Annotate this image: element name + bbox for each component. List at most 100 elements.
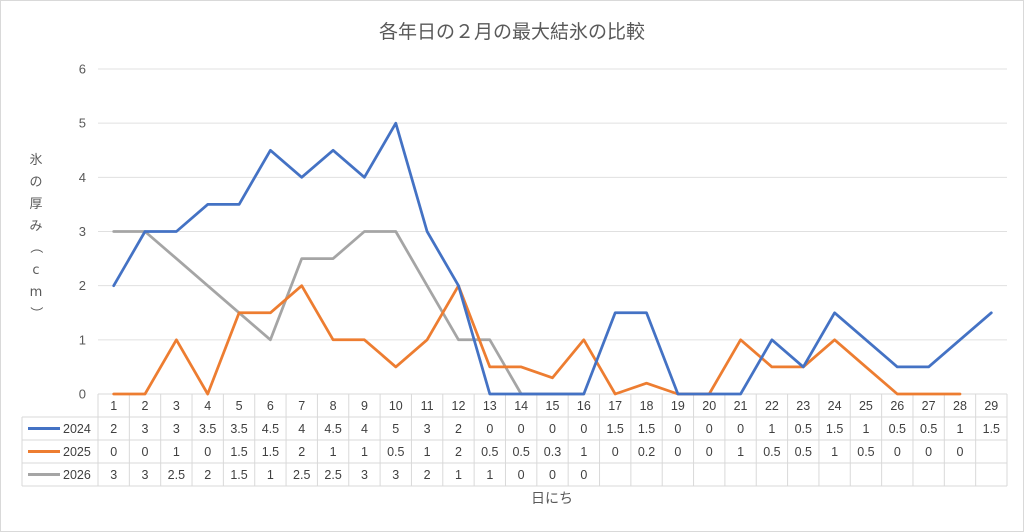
table-cell: 0.5 [763,445,780,459]
table-cell: 0 [518,422,525,436]
y-tick-label: 1 [79,332,86,347]
legend-entry: 2025 [63,445,91,459]
x-tick-label: 4 [204,399,211,413]
table-cell: 0 [674,422,681,436]
table-cell: 3 [142,468,149,482]
table-cell: 0.5 [795,422,812,436]
y-axis-label-char: 氷 [29,153,42,168]
series-line-2024 [112,121,993,396]
table-cell: 0.2 [638,445,655,459]
x-tick-label: 22 [765,399,779,413]
x-tick-label: 21 [734,399,748,413]
table-cell: 0 [674,445,681,459]
table-cell: 0 [142,445,149,459]
x-tick-label: 29 [984,399,998,413]
table-cell: 4 [361,422,368,436]
table-cell: 1 [361,445,368,459]
x-tick-label: 2 [142,399,149,413]
table-cell: 0 [110,445,117,459]
series-line-2025 [112,284,962,396]
table-cell: 0 [518,468,525,482]
y-axis-label-char: c [32,263,39,278]
table-cell: 4 [298,422,305,436]
x-tick-label: 6 [267,399,274,413]
x-tick-label: 10 [389,399,403,413]
x-tick-label: 13 [483,399,497,413]
table-cell: 3 [392,468,399,482]
table-cell: 1.5 [262,445,279,459]
x-tick-label: 14 [514,399,528,413]
x-tick-label: 8 [330,399,337,413]
table-cell: 2.5 [168,468,185,482]
table-cell: 2 [204,468,211,482]
table-cell: 2 [298,445,305,459]
x-axis-label: 日にち [531,491,573,507]
x-tick-label: 1 [110,399,117,413]
table-cell: 1 [486,468,493,482]
table-cell: 1 [330,445,337,459]
x-tick-label: 28 [953,399,967,413]
table-cell: 0 [957,445,964,459]
table-cell: 0.5 [889,422,906,436]
x-tick-label: 19 [671,399,685,413]
table-cell: 1 [267,468,274,482]
table-cell: 0 [486,422,493,436]
table-cell: 1.5 [826,422,843,436]
table-cell: 0 [204,445,211,459]
table-cell: 0.5 [512,445,529,459]
y-tick-label: 4 [79,170,86,185]
data-table: 1 2 3 4 5 6 7 8 9 10 11 12 13 14 15 16 17 18 19 20 21 22 23 24 2… [21,393,1008,487]
legend-entry: 2024 [63,422,91,436]
series-lines [112,121,993,396]
table-cell: 1 [737,445,744,459]
table-cell: 3 [142,422,149,436]
table-cell: 3 [361,468,368,482]
table-cell: 1 [862,422,869,436]
table-cell: 0 [925,445,932,459]
gridlines [98,68,1007,341]
x-tick-label: 23 [796,399,810,413]
table-cell: 0.5 [795,445,812,459]
y-tick-labels: 0 1 2 3 4 5 6 [79,62,86,402]
y-axis-label-char: m [30,285,43,300]
table-cell: 0 [580,468,587,482]
table-cell: 1 [768,422,775,436]
chart-title: 各年日の２月の最大結氷の比較 [379,21,645,43]
table-cell: 1.5 [230,468,247,482]
table-cell: 0 [612,445,619,459]
table-cell: 5 [392,422,399,436]
table-cell: 3.5 [230,422,247,436]
table-cell: 3 [110,468,117,482]
x-tick-label: 24 [828,399,842,413]
table-cell: 1 [831,445,838,459]
y-axis-label-char: み [29,219,42,234]
y-axis-label-char: 厚 [29,197,42,212]
table-cell: 0.5 [920,422,937,436]
y-axis-label-char: の [29,175,42,190]
table-cell: 0 [549,468,556,482]
x-tick-label: 26 [890,399,904,413]
y-tick-label: 0 [79,387,86,402]
x-tick-label: 12 [452,399,466,413]
table-cell: 0 [894,445,901,459]
legend-entry: 2026 [63,468,91,482]
table-cell: 4.5 [324,422,341,436]
x-tick-label: 25 [859,399,873,413]
table-cell: 1 [455,468,462,482]
y-tick-label: 6 [79,62,86,77]
x-tick-label: 20 [702,399,716,413]
table-cell: 3 [173,422,180,436]
table-cell: 0 [549,422,556,436]
table-cell: 2 [455,445,462,459]
table-cell: 2.5 [324,468,341,482]
x-tick-label: 27 [922,399,936,413]
y-tick-label: 2 [79,278,86,293]
table-cell: 0 [580,422,587,436]
table-cell: 2 [455,422,462,436]
table-cell: 1 [173,445,180,459]
x-tick-label: 15 [546,399,560,413]
y-tick-label: 5 [79,116,86,131]
x-tick-label: 3 [173,399,180,413]
table-cell: 1.5 [606,422,623,436]
